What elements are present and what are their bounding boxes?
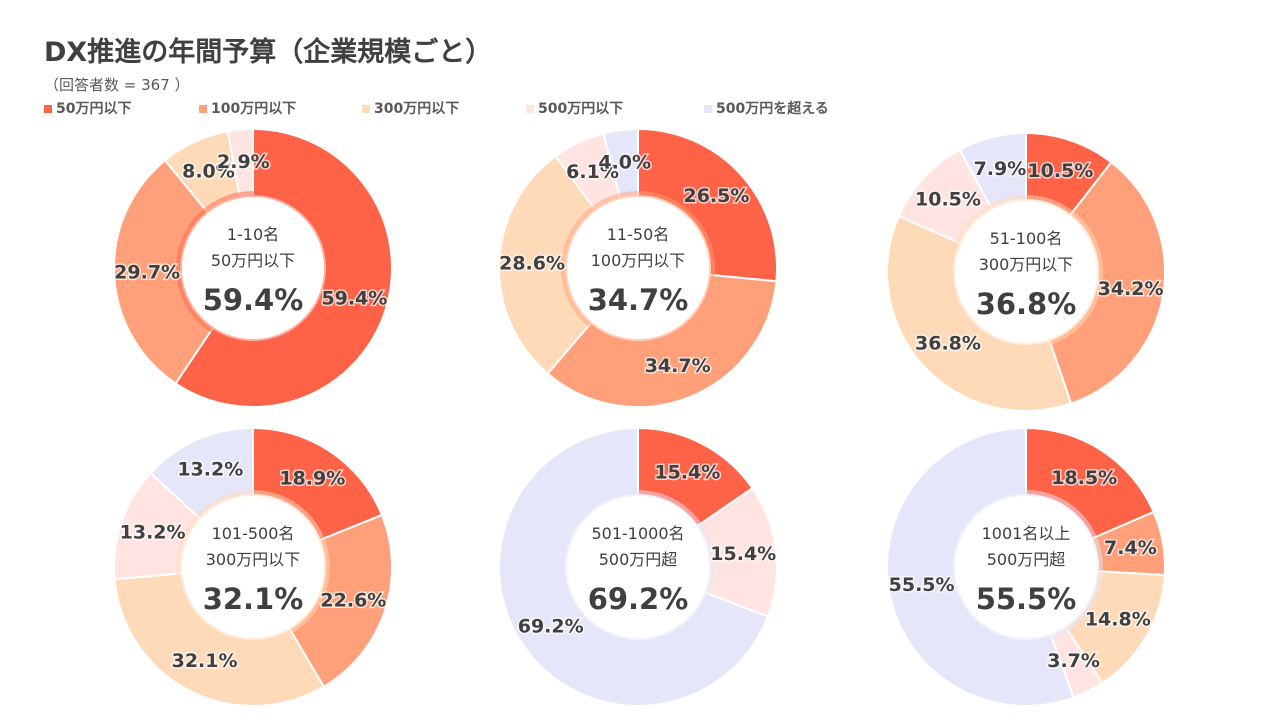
data-label: 32.1% [172, 650, 238, 672]
donut-hole [182, 496, 324, 638]
respondent-count: （回答者数 = 367 ） [44, 76, 190, 94]
center-group: 51-100名 [990, 229, 1063, 248]
legend-item: 500万円以下 [526, 98, 623, 118]
center-top-category: 100万円以下 [591, 251, 686, 270]
center-top-category: 300万円以下 [206, 550, 301, 569]
data-label: 29.7% [114, 261, 180, 283]
data-label: 69.2% [518, 616, 584, 638]
center-top-value: 59.4% [203, 283, 304, 317]
highlight-ring [949, 490, 1103, 644]
data-label: 7.4% [1104, 537, 1157, 559]
legend-label: 300万円以下 [374, 101, 460, 117]
donut-hole [182, 197, 324, 339]
highlight-ring [176, 490, 330, 644]
legend-swatch [526, 105, 534, 113]
data-label: 18.5% [1051, 467, 1117, 489]
center-top-value: 34.7% [588, 283, 689, 317]
highlight-ring [176, 191, 330, 345]
donut-hole [567, 197, 709, 339]
data-label: 55.5% [889, 574, 955, 596]
center-top-category: 50万円以下 [211, 251, 295, 270]
data-label: 3.7% [1047, 650, 1100, 672]
legend-item: 50万円以下 [44, 98, 131, 118]
legend-label: 50万円以下 [56, 101, 132, 117]
center-group: 1001名以上 [982, 524, 1071, 543]
donut-hole [955, 496, 1097, 638]
highlight-ring [561, 490, 715, 644]
legend-swatch [362, 105, 370, 113]
center-group: 1-10名 [227, 225, 279, 244]
data-label: 26.5% [683, 185, 749, 207]
legend-item: 300万円以下 [362, 98, 459, 118]
data-label: 15.4% [710, 543, 776, 565]
legend-item: 100万円以下 [199, 98, 296, 118]
legend-label: 500万円を超える [716, 101, 829, 117]
data-label: 6.1% [566, 161, 619, 183]
legend-swatch [44, 105, 52, 113]
center-top-category: 300万円以下 [979, 255, 1074, 274]
donut-chart: 18.5% 7.4% 14.8% 3.7% 55.5% 1001名以上 500万円超 55.5… [886, 426, 1166, 707]
center-top-category: 500万円超 [987, 550, 1066, 569]
data-label: 14.8% [1085, 609, 1151, 631]
data-label: 10.5% [1027, 160, 1093, 182]
data-label: 34.7% [645, 355, 711, 377]
donut-chart: 10.5%34.2%36.8%10.5%7.9%51-100名300万円以下36… [886, 131, 1166, 412]
donut-chart: 18.9% 22.6% 32.1% 13.2% 13.2% 101-500名 300万円以下… [113, 426, 393, 707]
center-group: 11-50名 [607, 225, 670, 244]
data-label: 36.8% [915, 332, 981, 354]
center-top-value: 36.8% [976, 287, 1077, 321]
legend-swatch [199, 105, 207, 113]
data-label: 8.0% [182, 160, 235, 182]
data-label: 10.5% [915, 189, 981, 211]
highlight-ring [561, 191, 715, 345]
data-label: 13.2% [177, 458, 243, 480]
center-group: 501-1000名 [591, 524, 684, 543]
legend-label: 500万円以下 [538, 101, 624, 117]
highlight-ring [949, 195, 1103, 349]
center-top-value: 32.1% [203, 582, 304, 616]
data-label: 28.6% [499, 253, 565, 275]
donut-chart: 26.5% 34.7% 28.6% 6.1%4.0% 11-50名 100万円以下 34.7… [498, 127, 778, 408]
data-label: 15.4% [654, 462, 720, 484]
legend-label: 100万円以下 [211, 101, 297, 117]
legend-swatch [704, 105, 712, 113]
data-label: 22.6% [320, 590, 386, 612]
chart-title: DX推進の年間予算（企業規模ごと） [44, 37, 493, 68]
donut-chart: 59.4% 29.7% 8.0%2.9% 1-10名 50万円以下 59.4% [113, 127, 393, 408]
data-label: 4.0% [598, 151, 651, 173]
donut-hole [955, 201, 1097, 343]
donut-hole [567, 496, 709, 638]
donut-chart: 15.4% 15.4% 69.2% 501-1000名 500万円超 69.2% [498, 426, 778, 707]
data-label: 18.9% [279, 468, 345, 490]
data-label: 13.2% [120, 521, 186, 543]
data-label: 2.9% [217, 151, 270, 173]
legend-item: 500万円を超える [704, 98, 829, 118]
center-top-value: 55.5% [976, 582, 1077, 616]
center-top-category: 500万円超 [599, 550, 678, 569]
center-top-value: 69.2% [588, 582, 689, 616]
center-group: 101-500名 [212, 524, 295, 543]
data-label: 59.4% [321, 287, 387, 309]
data-label: 34.2% [1098, 278, 1164, 300]
data-label: 7.9% [974, 158, 1027, 180]
